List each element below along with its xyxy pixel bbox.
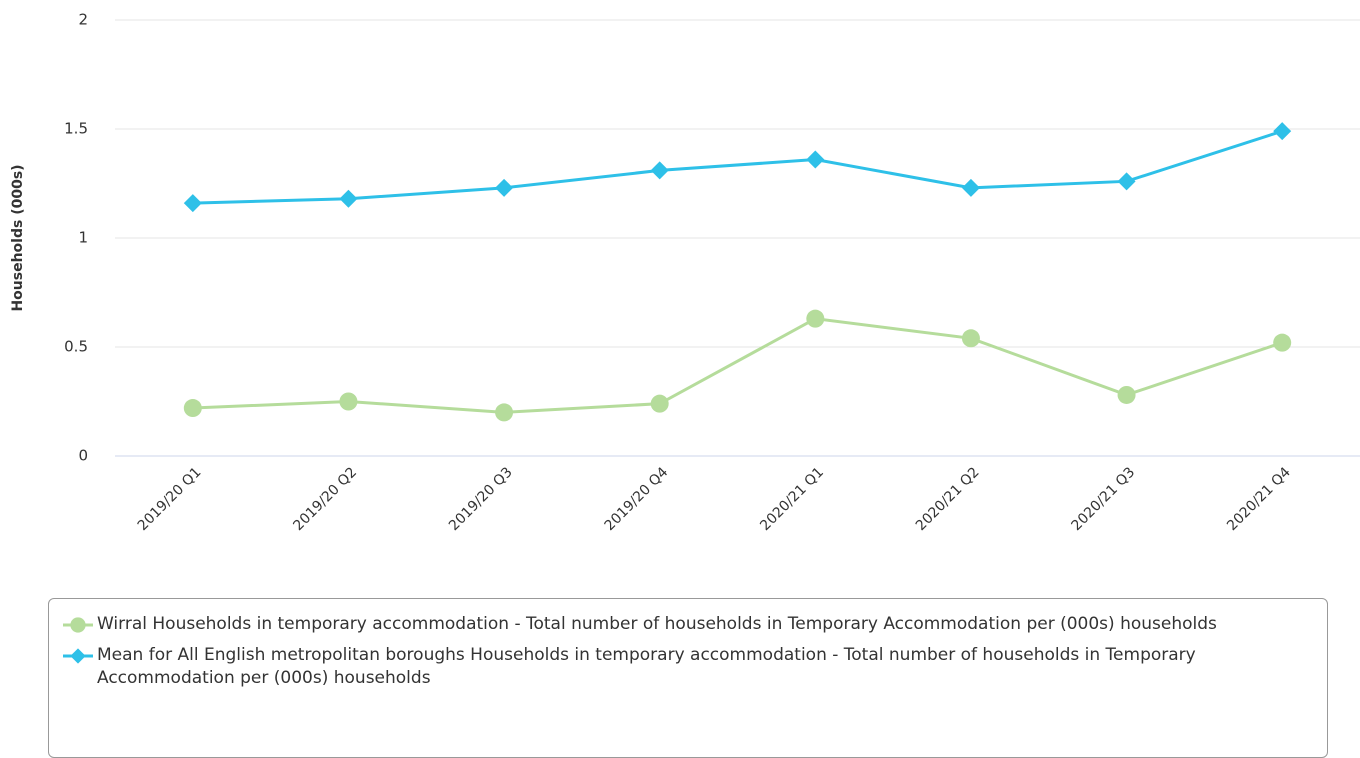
point (1117, 385, 1136, 404)
series-line (192, 129, 1283, 205)
x-tick-label: 2019/20 Q1 (135, 464, 205, 534)
point (650, 394, 669, 413)
point (806, 150, 825, 169)
point (961, 178, 980, 197)
legend-item[interactable]: Mean for All English metropolitan boroug… (63, 644, 1307, 690)
point (1273, 333, 1292, 352)
series-line (192, 317, 1283, 414)
legend-item[interactable]: Wirral Households in temporary accommoda… (63, 613, 1307, 636)
legend-symbol (63, 648, 93, 664)
point (961, 329, 980, 348)
legend: Wirral Households in temporary accommoda… (48, 598, 1328, 758)
point (70, 617, 86, 633)
x-tick-label: 2020/21 Q1 (757, 464, 827, 534)
legend-label: Wirral Households in temporary accommoda… (97, 614, 1217, 634)
y-tick-label: 1 (78, 229, 88, 247)
y-axis-title: Households (000s) (10, 164, 26, 311)
point (70, 648, 86, 664)
x-tick-label: 2019/20 Q2 (290, 464, 360, 534)
point (495, 403, 514, 422)
x-tick-label: 2020/21 Q2 (913, 464, 983, 534)
point (183, 399, 202, 418)
point (495, 178, 514, 197)
chart: Households (000s) 0 0.5 1 1.5 2 2019/20 Q1 201… (10, 11, 1360, 534)
point (806, 309, 825, 328)
x-tick-label: 2019/20 Q4 (602, 464, 672, 534)
point (339, 392, 358, 411)
x-tick-label: 2020/21 Q4 (1224, 464, 1294, 534)
point (650, 161, 669, 180)
point (1117, 172, 1136, 191)
x-tick-label: 2019/20 Q3 (446, 464, 516, 534)
y-tick-label: 2 (78, 11, 88, 29)
legend-symbol (63, 617, 93, 633)
y-tick-label: 0.5 (64, 338, 88, 356)
y-tick-label: 1.5 (64, 120, 88, 138)
page: Households (000s) 0 0.5 1 1.5 2 2019/20 Q1 201… (10, 10, 1360, 758)
y-tick-label: 0 (78, 447, 88, 465)
x-tick-label: 2020/21 Q3 (1069, 464, 1139, 534)
legend-label: Mean for All English metropolitan boroug… (97, 645, 1196, 688)
point (183, 194, 202, 213)
point (1273, 122, 1292, 141)
point (339, 189, 358, 208)
